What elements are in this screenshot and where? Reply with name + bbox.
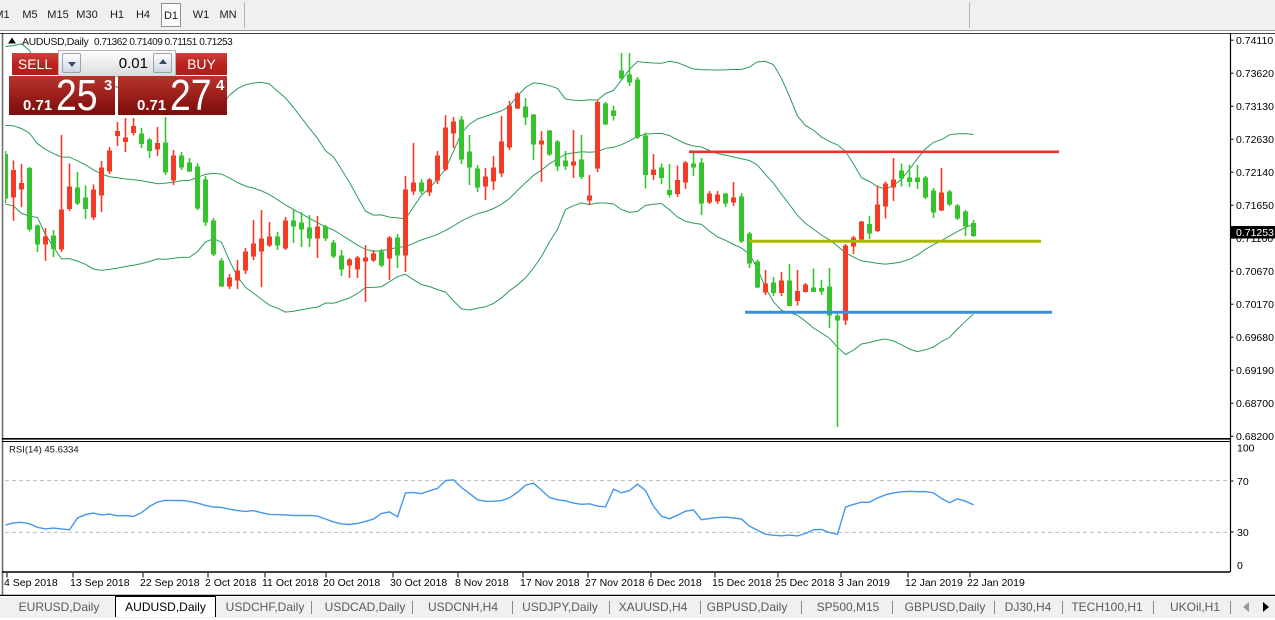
svg-text:22 Jan 2019: 22 Jan 2019 [967,577,1025,589]
svg-text:0.68200: 0.68200 [1236,431,1274,443]
svg-text:0.69680: 0.69680 [1236,332,1274,344]
svg-text:15 Dec 2018: 15 Dec 2018 [712,577,772,589]
svg-text:RSI(14) 45.6334: RSI(14) 45.6334 [9,445,79,456]
svg-text:13 Sep 2018: 13 Sep 2018 [70,577,130,589]
svg-text:0.71362 0.71409 0.71151 0.7125: 0.71362 0.71409 0.71151 0.71253 [94,37,233,48]
svg-text:8 Nov 2018: 8 Nov 2018 [455,577,509,589]
svg-text:4 Sep 2018: 4 Sep 2018 [4,577,58,589]
svg-text:0.70170: 0.70170 [1236,299,1274,311]
svg-text:20 Oct 2018: 20 Oct 2018 [323,577,380,589]
svg-text:0.73620: 0.73620 [1236,68,1274,80]
svg-text:0.69190: 0.69190 [1236,365,1274,377]
svg-text:0.73130: 0.73130 [1236,101,1274,113]
svg-text:100: 100 [1237,443,1255,455]
svg-text:3 Jan 2019: 3 Jan 2019 [838,577,890,589]
svg-text:30: 30 [1237,527,1249,539]
svg-text:0.72140: 0.72140 [1236,167,1274,179]
svg-text:0: 0 [1237,560,1243,572]
svg-text:30 Oct 2018: 30 Oct 2018 [390,577,447,589]
svg-text:AUDUSD,Daily: AUDUSD,Daily [22,36,89,48]
svg-text:27 Nov 2018: 27 Nov 2018 [585,577,645,589]
svg-text:11 Oct 2018: 11 Oct 2018 [262,577,319,589]
svg-text:17 Nov 2018: 17 Nov 2018 [520,577,580,589]
svg-text:12 Jan 2019: 12 Jan 2019 [905,577,963,589]
svg-text:0.72630: 0.72630 [1236,134,1274,146]
svg-text:0.68700: 0.68700 [1236,398,1274,410]
svg-text:22 Sep 2018: 22 Sep 2018 [140,577,200,589]
svg-text:2 Oct 2018: 2 Oct 2018 [205,577,257,589]
svg-text:0.74110: 0.74110 [1236,35,1273,47]
svg-text:25 Dec 2018: 25 Dec 2018 [775,577,835,589]
svg-text:0.71253: 0.71253 [1236,227,1274,239]
svg-text:70: 70 [1237,476,1249,488]
svg-text:6 Dec 2018: 6 Dec 2018 [648,577,702,589]
svg-text:0.71650: 0.71650 [1236,200,1274,212]
svg-text:0.70670: 0.70670 [1236,266,1274,278]
